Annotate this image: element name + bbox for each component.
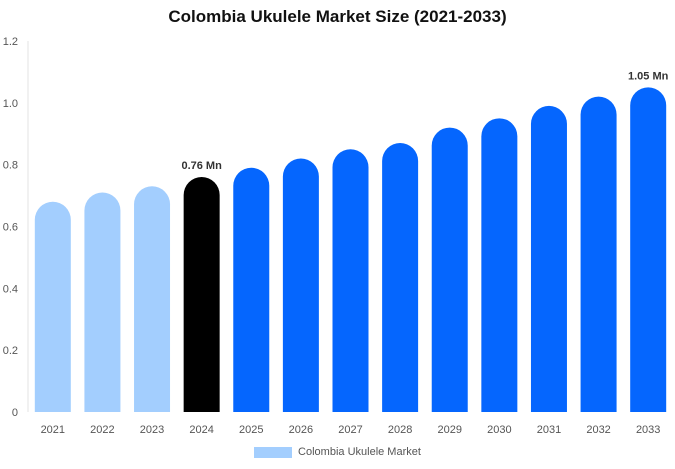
x-tick-label: 2031 (537, 424, 561, 436)
bar-2022[interactable] (84, 192, 121, 412)
x-tick-label: 2032 (586, 424, 610, 436)
data-label-2024: 0.76 Mn (181, 160, 222, 172)
chart-title: Colombia Ukulele Market Size (2021-2033) (168, 7, 507, 26)
x-tick-label: 2022 (90, 424, 114, 436)
bar-2026[interactable] (282, 158, 319, 412)
x-tick-label: 2025 (239, 424, 263, 436)
y-tick-label: 0 (12, 407, 18, 419)
y-tick-label: 1.2 (3, 36, 18, 48)
y-tick-label: 0.8 (3, 160, 18, 172)
x-tick-label: 2024 (189, 424, 213, 436)
x-tick-label: 2021 (41, 424, 65, 436)
bar-2024[interactable] (183, 177, 220, 412)
legend-swatch (254, 446, 293, 458)
bar-2028[interactable] (382, 143, 419, 412)
x-tick-label: 2028 (388, 424, 412, 436)
y-tick-label: 0.6 (3, 222, 18, 234)
bar-2021[interactable] (34, 201, 71, 412)
x-tick-label: 2027 (338, 424, 362, 436)
x-tick-label: 2023 (140, 424, 164, 436)
x-tick-label: 2026 (289, 424, 313, 436)
x-tick-label: 2033 (636, 424, 660, 436)
legend-label: Colombia Ukulele Market (298, 446, 421, 458)
bar-2030[interactable] (481, 118, 518, 412)
bar-2033[interactable] (630, 87, 667, 412)
bar-2031[interactable] (530, 105, 567, 413)
bar-2027[interactable] (332, 149, 369, 413)
y-tick-label: 0.4 (3, 283, 18, 295)
data-label-2033: 1.05 Mn (628, 70, 669, 82)
x-tick-label: 2030 (487, 424, 511, 436)
y-tick-label: 0.2 (3, 345, 18, 357)
bar-2025[interactable] (233, 167, 270, 412)
bar-2032[interactable] (580, 96, 617, 413)
x-tick-label: 2029 (437, 424, 461, 436)
bar-2023[interactable] (134, 186, 171, 412)
y-tick-label: 1.0 (3, 98, 18, 110)
bar-2029[interactable] (431, 127, 468, 413)
legend[interactable]: Colombia Ukulele Market (0, 446, 675, 458)
